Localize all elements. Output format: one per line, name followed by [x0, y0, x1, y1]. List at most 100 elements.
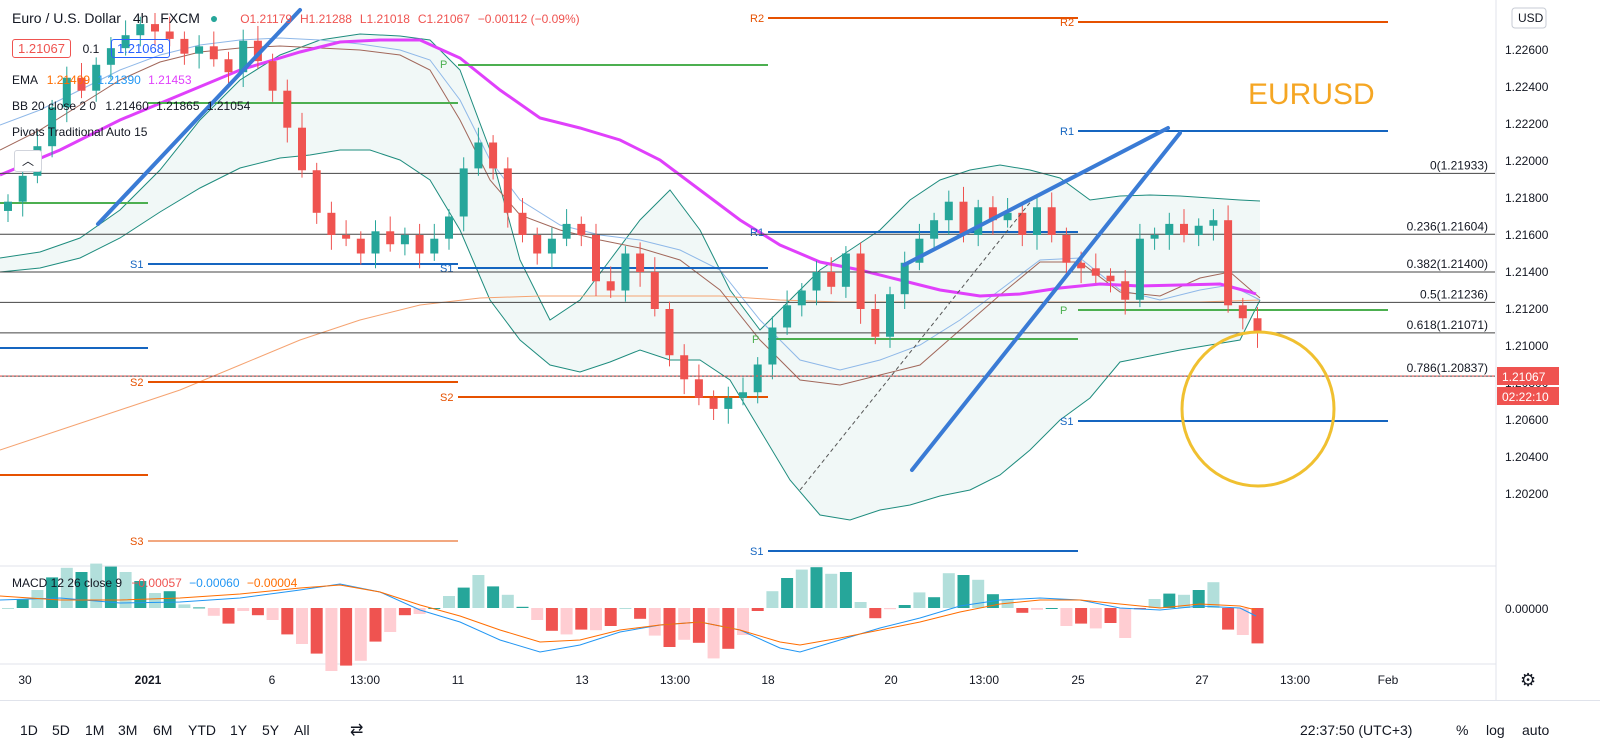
price-tick: 1.20400	[1505, 450, 1549, 464]
range-button-6m[interactable]: 6M	[153, 722, 173, 738]
macd-bar	[663, 608, 676, 647]
macd-bar	[222, 608, 235, 624]
macd-bar	[707, 608, 720, 659]
ohlc-close: C1.21067	[417, 12, 470, 26]
candle-body	[768, 327, 777, 365]
dashed-trend-line	[799, 199, 1033, 491]
range-button-3m[interactable]: 3M	[118, 722, 138, 738]
macd-bar	[443, 596, 455, 608]
bid-button[interactable]: 1.21067	[12, 39, 71, 58]
macd-bar	[1251, 608, 1264, 644]
auto-toggle[interactable]: auto	[1522, 722, 1550, 738]
macd-bar	[46, 577, 59, 608]
time-tick: 13	[575, 673, 589, 687]
candle-body	[342, 235, 351, 239]
time-tick: 2021	[135, 673, 162, 687]
macd-bar	[193, 607, 206, 609]
clock[interactable]: 22:37:50 (UTC+3)	[1300, 722, 1413, 738]
macd-bar	[1031, 608, 1043, 610]
macd-bar	[163, 591, 176, 608]
pivot-label-p2: P	[752, 334, 759, 346]
macd-bar	[149, 593, 161, 608]
range-button-1y[interactable]: 1Y	[230, 722, 248, 738]
goto-date-icon[interactable]: ⇄	[350, 722, 364, 739]
macd-bar	[207, 608, 220, 616]
candle-body	[1238, 305, 1247, 319]
candle-body	[592, 235, 600, 282]
settings-icon[interactable]: ⚙	[1520, 670, 1536, 690]
macd-bar	[369, 608, 382, 642]
bb-v1: 1.21460	[105, 99, 149, 113]
range-button-ytd[interactable]: YTD	[188, 722, 216, 738]
candle-body	[1003, 212, 1012, 221]
price-tick: 1.22000	[1505, 154, 1549, 168]
macd-bar	[913, 592, 926, 608]
candle-body	[459, 168, 468, 217]
macd-bar	[1119, 608, 1132, 638]
macd-bar	[1148, 599, 1161, 608]
pivots-legend[interactable]: Pivots Traditional Auto 15	[12, 125, 147, 139]
candle-body	[1135, 238, 1144, 300]
range-button-5y[interactable]: 5Y	[262, 722, 280, 738]
candle-body	[489, 142, 498, 169]
candle-body	[827, 272, 836, 287]
macd-bar	[928, 597, 941, 608]
collapse-legend-button[interactable]: ︿	[14, 150, 42, 172]
ask-button[interactable]: 1.21068	[110, 39, 170, 58]
macd-bar	[501, 594, 514, 608]
log-toggle[interactable]: log	[1486, 722, 1505, 738]
price-tick: 1.22200	[1505, 117, 1549, 131]
percent-toggle[interactable]: %	[1456, 722, 1469, 738]
candle-body	[180, 38, 189, 54]
annotation-eurusd[interactable]: EURUSD	[1248, 78, 1375, 111]
macd-bar	[722, 608, 735, 649]
trend-lines[interactable]	[96, 8, 1182, 472]
candle-body	[268, 61, 277, 91]
ema-legend[interactable]: EMA 1.21409 1.21390 1.21453	[12, 73, 192, 87]
candle-body	[48, 107, 57, 147]
main-chart[interactable]: R2 R2 P R1 R1 S1 S1 P P S2 S2 S1 S3 S1 0…	[0, 0, 1600, 700]
range-button-1m[interactable]: 1M	[85, 722, 105, 738]
bid-ask-row: 1.21067 0.1 1.21068	[12, 39, 178, 58]
macd-bar	[487, 586, 500, 608]
candle-body	[371, 231, 380, 254]
macd-bar	[354, 608, 367, 661]
macd-bar	[648, 608, 661, 636]
macd-bar	[1001, 599, 1014, 608]
usd-badge[interactable]: USD	[1511, 7, 1547, 29]
bb-legend[interactable]: BB 20 close 2 0 1.21460 1.21865 1.21054	[12, 99, 250, 113]
macd-bar	[310, 608, 323, 654]
range-button-all[interactable]: All	[294, 722, 310, 738]
candle-body	[753, 364, 762, 393]
time-axis[interactable]: 30 2021 6 13:00 11 13 13:00 18 20 13:00 25 27 13:00 F…	[18, 673, 1398, 687]
macd-v1: −0.00057	[131, 576, 182, 590]
range-button-1d[interactable]: 1D	[20, 722, 38, 738]
price-tick: 1.20200	[1505, 487, 1549, 501]
fib-label: 0.5(1.21236)	[1420, 287, 1488, 301]
pivot-label-s3: S3	[130, 536, 143, 548]
macd-bar	[457, 587, 470, 608]
time-tick: 13:00	[660, 673, 690, 687]
price-axis[interactable]: 1.22600 1.22400 1.22200 1.22000 1.21800 1.216…	[1505, 43, 1549, 501]
last-price-value: 1.21067	[1502, 370, 1546, 384]
macd-bar	[825, 573, 838, 608]
macd-bar	[678, 608, 691, 640]
macd-bar	[795, 569, 808, 608]
chevron-up-icon: ︿	[21, 154, 34, 168]
ohlc-low: L1.21018	[359, 12, 410, 26]
pivot-label-s1b: S1	[440, 263, 453, 275]
highlight-circle[interactable]	[1180, 330, 1336, 488]
macd-v2: −0.00060	[189, 576, 240, 590]
macd-bar	[575, 608, 588, 630]
candle-body	[1253, 318, 1262, 334]
candle-body	[386, 231, 395, 245]
macd-legend[interactable]: MACD 12 26 close 9 −0.00057 −0.00060 −0.…	[12, 576, 297, 590]
candle-body	[474, 142, 483, 169]
fib-label: 0.382(1.21400)	[1407, 257, 1488, 271]
symbol-header[interactable]: Euro / U.S. Dollar 4h FXCM ● O1.21179 H1…	[12, 10, 580, 26]
candle-body	[1106, 275, 1115, 282]
macd-bar	[281, 608, 294, 635]
candle-body	[253, 40, 262, 62]
range-button-5d[interactable]: 5D	[52, 722, 70, 738]
price-tick: 1.21000	[1505, 339, 1549, 353]
